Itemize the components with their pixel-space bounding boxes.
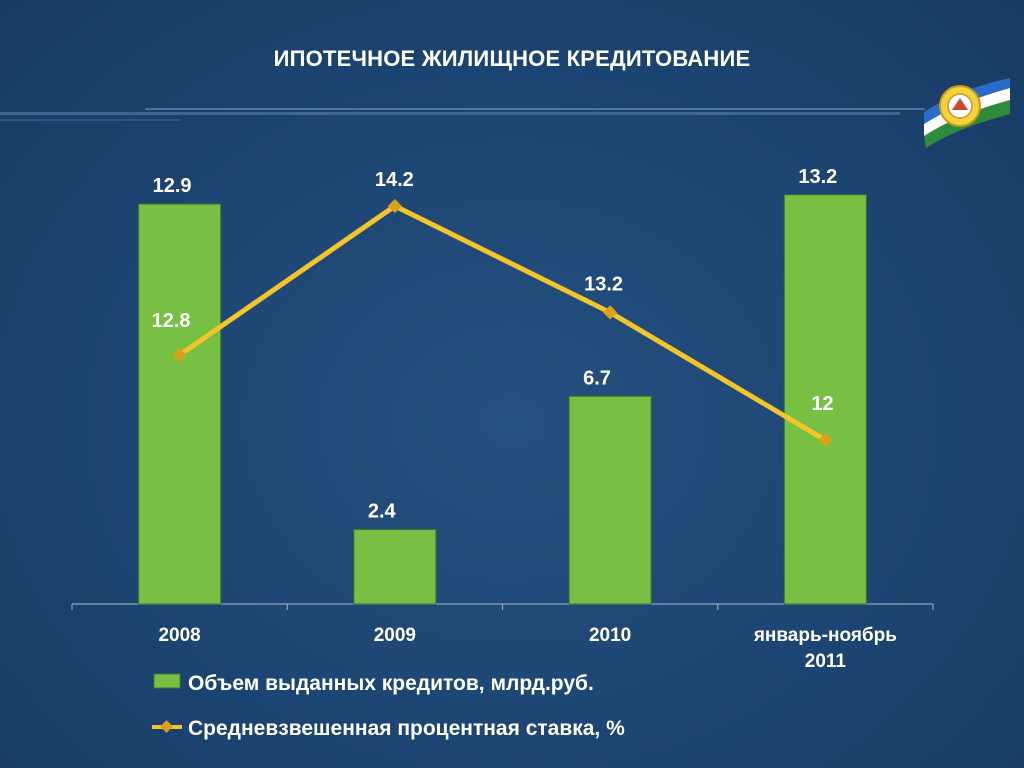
rate-line (178, 203, 827, 443)
bar-value-label: 6.7 (583, 367, 611, 389)
category-label: 2010 (589, 625, 631, 646)
rate-marker (387, 198, 402, 214)
category-label: январь-ноябрь 2011 (753, 625, 897, 672)
legend: Объем выданных кредитов, млрд.руб. Средн… (152, 672, 625, 740)
header-decorative-lines (0, 108, 925, 121)
legend-label-volume: Объем выданных кредитов, млрд.руб. (188, 672, 594, 695)
legend-item-volume: Объем выданных кредитов, млрд.руб. (153, 672, 594, 695)
legend-label-rate: Средневзвешенная процентная ставка, % (188, 717, 625, 740)
rate-marker (603, 305, 618, 320)
category-label: 2009 (374, 625, 416, 646)
rate-value-label: 12 (811, 393, 833, 415)
bar-2008 (138, 203, 222, 605)
rate-marker (172, 347, 187, 363)
category-label: 2008 (158, 625, 200, 646)
rate-value-label: 12.8 (152, 310, 191, 332)
legend-swatch-bar (153, 673, 181, 689)
bar-2009 (353, 529, 437, 605)
legend-swatch-marker (160, 720, 173, 733)
bar-январь-ноябрь-2011 (783, 194, 867, 605)
legend-item-rate: Средневзвешенная процентная ставка, % (152, 717, 625, 740)
bar-2010 (568, 395, 652, 605)
bar-value-label: 2.4 (368, 501, 397, 523)
bashkortostan-flag-emblem-logo (924, 78, 1010, 148)
rate-value-label: 13.2 (584, 273, 623, 295)
bar-value-label: 13.2 (798, 166, 837, 188)
bar-value-label: 12.9 (153, 175, 192, 197)
rate-marker (818, 433, 833, 448)
chart-title: ИПОТЕЧНОЕ ЖИЛИЩНОЕ КРЕДИТОВАНИЕ (273, 46, 751, 71)
rate-value-label: 14.2 (375, 169, 414, 191)
